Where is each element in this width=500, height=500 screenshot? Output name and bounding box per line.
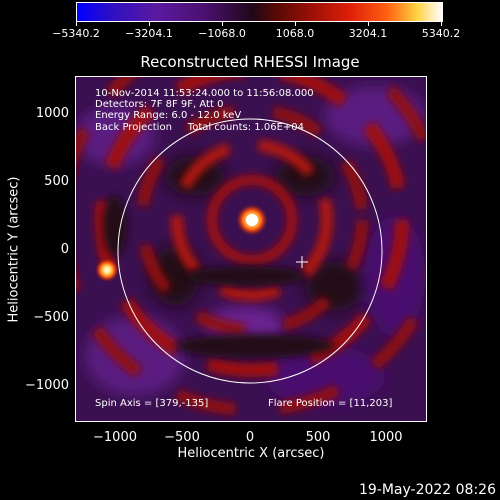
y-tick-label: −500 [33, 310, 69, 325]
dark-lobes [103, 196, 335, 358]
secondary-source [95, 258, 119, 282]
colorbar [76, 2, 443, 22]
colorbar-tick-label: −5340.2 [52, 27, 100, 40]
x-tick-label: 1000 [369, 430, 403, 445]
x-tick-label: −500 [164, 430, 200, 445]
rhessi-image [75, 76, 427, 422]
colorbar-tick-marks [76, 21, 443, 26]
flare-position-text: Flare Position = [11,203] [268, 398, 393, 409]
energy-range-text: Energy Range: 6.0 - 12.0 keV [95, 110, 242, 121]
rhessi-image-panel [75, 76, 427, 422]
colorbar-tick-label: −1068.0 [198, 27, 246, 40]
colorbar-tick-label: 3204.1 [348, 27, 388, 40]
x-axis-label: Heliocentric X (arcsec) [177, 446, 325, 461]
purple-mottling [75, 86, 425, 406]
detectors-text: Detectors: 7F 8F 9F, Att 0 [95, 99, 224, 110]
colorbar-tick-label: 5340.2 [421, 27, 461, 40]
timestamp: 19-May-2022 08:26 [358, 482, 496, 498]
y-tick-label: 0 [60, 242, 69, 257]
y-tick-label: 1000 [35, 106, 69, 121]
spin-axis-text: Spin Axis = [379,-135] [95, 398, 209, 409]
image-title: Reconstructed RHESSI Image [140, 53, 360, 71]
x-tick-label: −1000 [93, 430, 137, 445]
y-axis-label: Heliocentric Y (arcsec) [6, 176, 22, 323]
colorbar-tick-label: 1068.0 [275, 27, 315, 40]
colorbar-tick-label: −3204.1 [125, 27, 173, 40]
method-counts-text: Back Projection Total counts: 1.06E+04 [95, 122, 304, 133]
time-range-text: 10-Nov-2014 11:53:24.000 to 11:56:08.000 [95, 88, 314, 99]
y-tick-label: 500 [44, 174, 69, 189]
y-tick-label: −1000 [25, 378, 69, 393]
plot-frame [75, 76, 427, 422]
x-tick-label: 500 [305, 430, 331, 445]
red-ring-artifacts [75, 76, 427, 416]
x-tick-label: 0 [245, 430, 255, 445]
solar-limb [117, 118, 383, 384]
spin-axis-marker [296, 256, 308, 268]
